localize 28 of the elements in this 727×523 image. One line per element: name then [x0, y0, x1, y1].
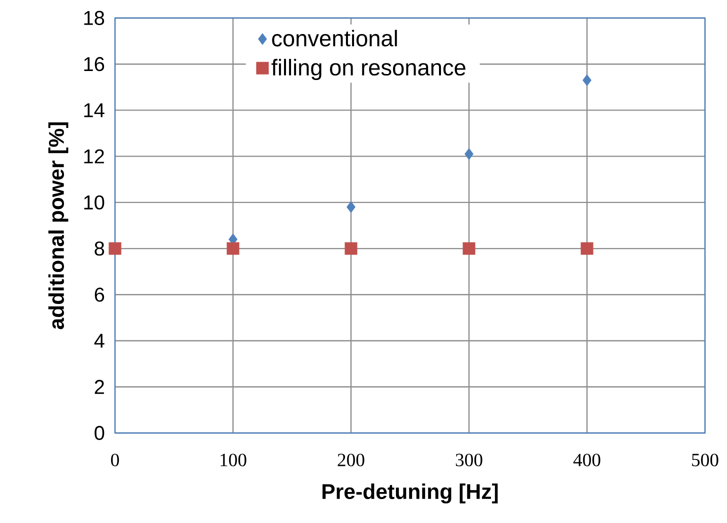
point — [346, 201, 356, 213]
point — [464, 148, 474, 160]
y-tick-label: 8 — [94, 241, 104, 256]
y-tick-label: 10 — [84, 195, 104, 210]
x-tick-label: 100 — [220, 454, 246, 466]
y-tick-label: 4 — [94, 334, 104, 348]
legend-label: filling on resonance — [271, 58, 466, 80]
point — [580, 242, 594, 255]
y-tick-label: 6 — [94, 288, 104, 302]
x-axis-title: Pre-detuning [Hz] — [322, 483, 498, 504]
y-tick-label: 12 — [84, 149, 104, 164]
point — [462, 242, 476, 255]
legend-label: conventional — [272, 30, 397, 46]
y-tick-label: 14 — [84, 103, 104, 118]
point — [108, 242, 122, 255]
y-tick-label: 0 — [94, 426, 104, 440]
y-tick-label: 2 — [94, 380, 104, 394]
point — [226, 242, 240, 255]
point — [344, 242, 358, 255]
x-tick-label: 500 — [692, 454, 718, 466]
point — [582, 74, 592, 86]
y-tick-label: 16 — [84, 57, 104, 72]
x-tick-label: 300 — [456, 454, 482, 466]
x-tick-label: 200 — [338, 454, 364, 466]
y-tick-label: 18 — [84, 10, 104, 26]
y-axis-title: additional power [%] — [48, 122, 68, 330]
x-tick-label: 400 — [573, 454, 600, 466]
x-tick-label: 0 — [111, 454, 119, 466]
